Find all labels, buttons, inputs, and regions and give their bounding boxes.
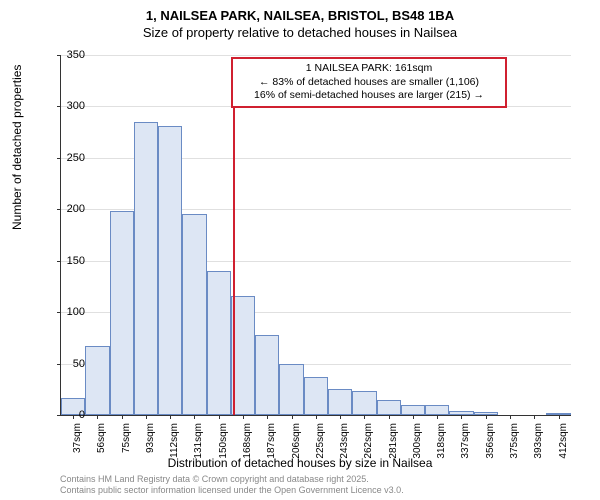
xtick-mark: [364, 415, 365, 419]
xtick-label: 225sqm: [315, 423, 326, 463]
xtick-mark: [413, 415, 414, 419]
xtick-label: 262sqm: [363, 423, 374, 463]
xtick-mark: [122, 415, 123, 419]
xtick-mark: [170, 415, 171, 419]
ytick-label: 350: [55, 49, 85, 61]
chart-footer: Contains HM Land Registry data © Crown c…: [60, 474, 404, 496]
footer-line1: Contains HM Land Registry data © Crown c…: [60, 474, 404, 485]
xtick-label: 168sqm: [242, 423, 253, 463]
ytick-label: 50: [55, 358, 85, 370]
histogram-bar: [158, 126, 182, 415]
xtick-label: 356sqm: [485, 423, 496, 463]
histogram-bar: [377, 400, 401, 415]
histogram-bar: [328, 389, 352, 415]
plot-area: 1 NAILSEA PARK: 161sqm ← 83% of detached…: [60, 55, 571, 416]
annotation-line1: 1 NAILSEA PARK: 161sqm: [239, 62, 499, 76]
xtick-label: 187sqm: [266, 423, 277, 463]
xtick-label: 412sqm: [558, 423, 569, 463]
xtick-mark: [340, 415, 341, 419]
xtick-mark: [243, 415, 244, 419]
histogram-bar: [255, 335, 279, 415]
xtick-mark: [146, 415, 147, 419]
xtick-mark: [219, 415, 220, 419]
y-axis-label: Number of detached properties: [10, 65, 24, 230]
gridline: [61, 55, 571, 56]
chart-title-line1: 1, NAILSEA PARK, NAILSEA, BRISTOL, BS48 …: [0, 0, 600, 25]
xtick-label: 112sqm: [169, 423, 180, 463]
property-marker-line: [233, 107, 235, 415]
xtick-label: 337sqm: [460, 423, 471, 463]
ytick-label: 250: [55, 152, 85, 164]
histogram-bar: [207, 271, 231, 415]
xtick-label: 56sqm: [96, 423, 107, 463]
chart-title-line2: Size of property relative to detached ho…: [0, 25, 600, 40]
xtick-mark: [486, 415, 487, 419]
ytick-label: 300: [55, 100, 85, 112]
histogram-bar: [110, 211, 134, 415]
ytick-label: 100: [55, 306, 85, 318]
xtick-mark: [510, 415, 511, 419]
xtick-label: 150sqm: [218, 423, 229, 463]
histogram-bar: [279, 364, 303, 415]
annotation-box: 1 NAILSEA PARK: 161sqm ← 83% of detached…: [231, 57, 507, 108]
xtick-label: 243sqm: [339, 423, 350, 463]
xtick-mark: [559, 415, 560, 419]
xtick-label: 206sqm: [291, 423, 302, 463]
xtick-label: 375sqm: [509, 423, 520, 463]
xtick-label: 281sqm: [388, 423, 399, 463]
histogram-bar: [85, 346, 109, 415]
xtick-label: 37sqm: [72, 423, 83, 463]
xtick-mark: [437, 415, 438, 419]
xtick-mark: [267, 415, 268, 419]
xtick-mark: [194, 415, 195, 419]
histogram-bar: [134, 122, 158, 415]
xtick-label: 93sqm: [145, 423, 156, 463]
histogram-bar: [401, 405, 425, 415]
xtick-label: 75sqm: [121, 423, 132, 463]
annotation-line2: ← 83% of detached houses are smaller (1,…: [239, 76, 499, 90]
xtick-mark: [292, 415, 293, 419]
ytick-label: 200: [55, 203, 85, 215]
ytick-label: 0: [55, 409, 85, 421]
xtick-label: 393sqm: [533, 423, 544, 463]
annotation-line3: 16% of semi-detached houses are larger (…: [239, 89, 499, 103]
xtick-mark: [461, 415, 462, 419]
xtick-label: 300sqm: [412, 423, 423, 463]
property-size-chart: 1, NAILSEA PARK, NAILSEA, BRISTOL, BS48 …: [0, 0, 600, 500]
xtick-label: 131sqm: [193, 423, 204, 463]
footer-line2: Contains public sector information licen…: [60, 485, 404, 496]
xtick-mark: [97, 415, 98, 419]
xtick-mark: [534, 415, 535, 419]
xtick-mark: [316, 415, 317, 419]
xtick-mark: [389, 415, 390, 419]
histogram-bar: [352, 391, 376, 415]
histogram-bar: [182, 214, 206, 415]
histogram-bar: [304, 377, 328, 415]
histogram-bar: [425, 405, 449, 415]
xtick-label: 318sqm: [436, 423, 447, 463]
ytick-label: 150: [55, 255, 85, 267]
